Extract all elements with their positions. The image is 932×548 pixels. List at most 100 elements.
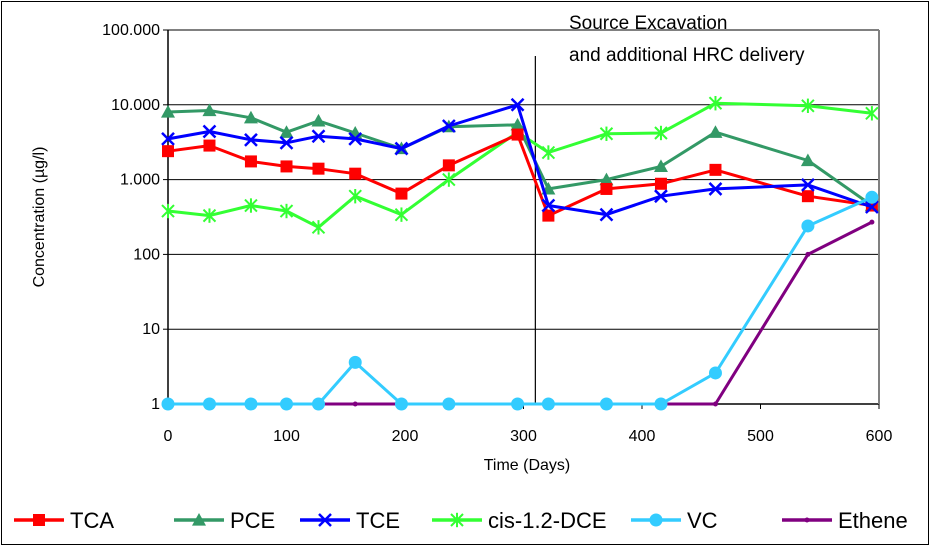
- x-tick-label: 500: [747, 428, 774, 445]
- axes: 1 10 100 1.000 10.000 100.000 0 100 200 300 400 500…: [102, 22, 892, 445]
- marker-circle: [649, 513, 663, 527]
- marker-star: [279, 203, 294, 219]
- marker-x-stroke: [441, 119, 456, 133]
- marker-square: [542, 209, 555, 222]
- series-lines: [161, 96, 879, 411]
- y-axis-label: Concentration (µg/l): [31, 147, 48, 288]
- marker-triangle: [599, 172, 614, 186]
- marker-x: [541, 198, 556, 213]
- marker-square: [280, 160, 293, 173]
- marker-x: [161, 132, 175, 146]
- marker-dot: [712, 401, 718, 407]
- marker-circle: [865, 190, 879, 204]
- marker-circle: [348, 355, 362, 369]
- series-ethene: [165, 219, 875, 407]
- marker-circle: [599, 397, 613, 411]
- marker-dot: [869, 219, 875, 225]
- marker-square: [801, 190, 814, 203]
- x-tick-label: 300: [510, 428, 537, 445]
- marker-x: [318, 513, 332, 527]
- x-tick-label: 0: [164, 428, 173, 445]
- marker-x-stroke: [311, 129, 326, 144]
- marker-x-stroke: [801, 177, 815, 192]
- legend-item-tca: TCA: [14, 508, 114, 533]
- x-tick-label: 400: [629, 428, 656, 445]
- marker-x: [244, 132, 258, 147]
- x-tick-label: 100: [273, 428, 300, 445]
- y-tick-label: 10: [142, 321, 160, 338]
- marker-star: [541, 145, 556, 160]
- legend-label: cis-1.2-DCE: [488, 508, 607, 533]
- marker-square: [244, 155, 257, 168]
- x-tick-label: 600: [866, 428, 893, 445]
- marker-circle: [541, 397, 555, 411]
- marker-x: [654, 189, 668, 204]
- series-tca: [162, 128, 878, 222]
- marker-dot: [352, 401, 358, 407]
- legend-label: PCE: [230, 508, 275, 533]
- marker-circle: [442, 397, 456, 411]
- marker-x: [348, 132, 363, 146]
- marker-circle: [708, 366, 722, 380]
- marker-x-stroke: [541, 198, 556, 213]
- series-vc: [161, 190, 879, 411]
- legend: TCA PCE TCE cis-1.2-DCE VC Ethene: [14, 508, 908, 533]
- marker-star: [599, 126, 614, 141]
- marker-square: [203, 139, 216, 152]
- marker-x: [441, 119, 456, 133]
- marker-x-stroke: [708, 182, 723, 196]
- marker-x-stroke: [161, 132, 175, 146]
- marker-triangle: [161, 105, 175, 118]
- legend-label: TCA: [70, 508, 114, 533]
- y-tick-label: 100: [133, 246, 160, 263]
- marker-star: [311, 220, 326, 235]
- marker-x: [708, 182, 723, 196]
- legend-label: TCE: [356, 508, 400, 533]
- legend-item-pce: PCE: [174, 508, 275, 533]
- marker-square: [654, 177, 667, 190]
- marker-star: [708, 96, 723, 111]
- marker-star: [442, 172, 456, 187]
- legend-item-cis-1-2-dce: cis-1.2-DCE: [432, 508, 607, 533]
- marker-triangle: [192, 513, 206, 526]
- marker-circle: [654, 397, 668, 411]
- marker-x: [801, 177, 815, 192]
- legend-label: Ethene: [838, 508, 908, 533]
- series-cis-1-2-dce: [161, 96, 879, 235]
- marker-star: [244, 198, 258, 213]
- marker-triangle: [311, 113, 326, 127]
- marker-x: [599, 207, 614, 222]
- marker-square: [349, 167, 362, 180]
- marker-circle: [511, 397, 525, 411]
- x-axis-label: Time (Days): [484, 457, 571, 474]
- marker-triangle: [510, 117, 525, 131]
- marker-star: [865, 106, 879, 121]
- marker-x: [311, 129, 326, 144]
- marker-circle: [801, 219, 815, 233]
- y-tick-label: 1: [151, 396, 160, 413]
- y-tick-label: 1.000: [120, 172, 160, 189]
- y-tick-label: 10.000: [111, 97, 160, 114]
- marker-triangle: [243, 110, 258, 124]
- marker-square: [162, 145, 174, 158]
- marker-x-stroke: [599, 207, 614, 222]
- marker-x: [202, 124, 217, 139]
- marker-circle: [161, 397, 175, 411]
- series-line: [168, 220, 873, 406]
- marker-triangle: [279, 125, 294, 138]
- series-tce: [161, 97, 879, 222]
- series-pce: [161, 103, 879, 212]
- series-line: [167, 103, 873, 217]
- marker-dot: [804, 517, 810, 523]
- marker-x-stroke: [244, 132, 258, 147]
- marker-circle: [244, 397, 258, 411]
- marker-x-stroke: [654, 189, 668, 204]
- y-tick-label: 100.000: [102, 22, 160, 39]
- marker-star: [161, 203, 175, 219]
- legend-item-ethene: Ethene: [782, 508, 908, 533]
- marker-star: [801, 98, 815, 113]
- marker-square: [709, 163, 722, 176]
- marker-dot: [805, 251, 811, 257]
- legend-label: VC: [687, 508, 718, 533]
